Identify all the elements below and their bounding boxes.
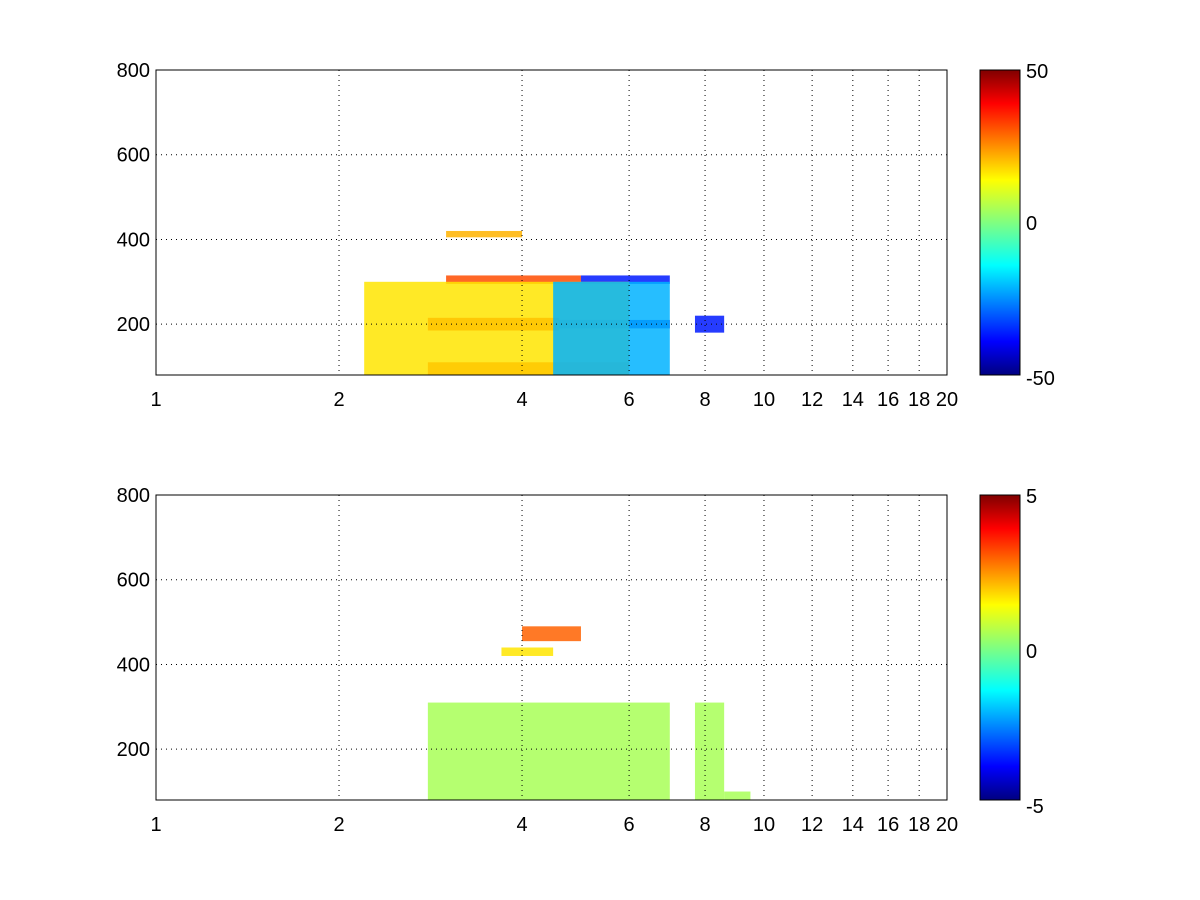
top-x-tick-label: 16	[877, 389, 899, 411]
bot-x-tick-label: 4	[516, 814, 527, 836]
top-x-tick-label: 20	[936, 389, 958, 411]
top-plot-frame	[155, 69, 948, 376]
bot-x-tick-label: 20	[936, 814, 958, 836]
top-y-tick-label: 800	[117, 60, 150, 82]
bottom-colorbar-mid-label: 0	[1026, 641, 1037, 663]
bot-heatmap-region	[522, 626, 581, 642]
top-x-tick-label: 12	[801, 389, 823, 411]
top-y-tick-label: 400	[117, 229, 150, 251]
bot-x-tick-label: 12	[801, 814, 823, 836]
bot-y-tick-label: 800	[117, 485, 150, 507]
bot-heatmap-region	[427, 702, 670, 800]
top-x-tick-label: 6	[624, 389, 635, 411]
bot-x-tick-label: 18	[908, 814, 930, 836]
bot-x-tick-label: 10	[753, 814, 775, 836]
bot-x-tick-label: 2	[333, 814, 344, 836]
bottom-x-ticks: 1 2 4 6 8 10 12 14 16 18 20	[150, 814, 958, 836]
top-heatmap-region	[580, 275, 670, 284]
bot-heatmap-region	[724, 791, 751, 800]
bot-y-tick-label: 600	[117, 570, 150, 592]
bot-x-tick-label: 6	[624, 814, 635, 836]
bottom-y-ticks: 200 400 600 800	[117, 485, 150, 761]
top-heatmap-cells	[364, 230, 725, 375]
top-colorbar-gradient	[979, 69, 1021, 376]
top-colorbar: 50 0 -50	[979, 61, 1055, 390]
top-x-ticks: 1 2 4 6 8 10 12 14 16 18 20	[150, 389, 958, 411]
bot-x-tick-label: 1	[150, 814, 161, 836]
top-x-tick-label: 2	[333, 389, 344, 411]
bot-heatmap-region	[694, 702, 725, 800]
bot-y-tick-label: 400	[117, 654, 150, 676]
bot-heatmap-region	[501, 647, 554, 656]
top-x-tick-label: 18	[908, 389, 930, 411]
top-colorbar-max-label: 50	[1026, 61, 1048, 83]
top-y-ticks: 200 400 600 800	[117, 60, 150, 336]
bot-x-tick-label: 16	[877, 814, 899, 836]
top-x-tick-label: 10	[753, 389, 775, 411]
bottom-colorbar-max-label: 5	[1026, 486, 1037, 508]
top-x-tick-label: 8	[699, 389, 710, 411]
top-y-tick-label: 600	[117, 145, 150, 167]
bottom-plot-frame	[155, 494, 948, 801]
bot-x-tick-label: 8	[699, 814, 710, 836]
bot-x-tick-label: 14	[842, 814, 864, 836]
bottom-colorbar-gradient	[979, 494, 1021, 801]
top-x-tick-label: 4	[516, 389, 527, 411]
top-heatmap-region	[694, 315, 725, 333]
bottom-heatmap-cells	[427, 626, 751, 800]
bottom-colorbar: 5 0 -5	[979, 486, 1044, 818]
top-y-tick-label: 200	[117, 314, 150, 336]
bottom-colorbar-min-label: -5	[1026, 796, 1044, 818]
top-heatmap-region	[446, 275, 581, 284]
top-colorbar-min-label: -50	[1026, 368, 1055, 390]
top-heatmap-region	[446, 230, 523, 238]
top-x-tick-label: 1	[150, 389, 161, 411]
top-heatmap-region	[553, 281, 670, 375]
top-x-tick-label: 14	[842, 389, 864, 411]
top-colorbar-mid-label: 0	[1026, 213, 1037, 235]
bot-y-tick-label: 200	[117, 739, 150, 761]
